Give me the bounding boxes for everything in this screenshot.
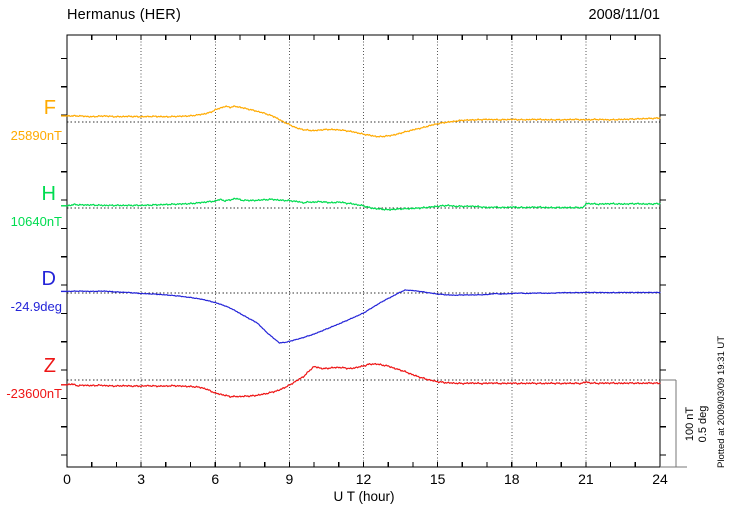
x-tick-label-18: 18 [503, 471, 520, 487]
series-letter-D: D [41, 268, 56, 290]
x-tick-label-15: 15 [429, 471, 446, 487]
x-tick-label-0: 0 [63, 471, 71, 487]
series-reference-Z: -23600nT [6, 386, 62, 401]
series-reference-H: 10640nT [10, 214, 62, 229]
series-line-Z [66, 362, 661, 398]
series-letter-F: F [43, 97, 56, 119]
x-tick-label-3: 3 [137, 471, 146, 487]
series-line-F [66, 105, 661, 138]
series-letter-H: H [41, 183, 56, 205]
x-tick-label-9: 9 [285, 471, 294, 487]
scale-bar-label-deg: 0.5 deg [696, 405, 709, 443]
x-axis-label: U T (hour) [333, 489, 395, 504]
series-letter-Z: Z [43, 355, 56, 377]
series-line-H [66, 197, 661, 211]
gridlines [140, 35, 587, 467]
x-tick-label-24: 24 [652, 471, 668, 487]
x-tick-label-21: 21 [578, 471, 594, 487]
scale-bar [660, 379, 687, 468]
series-line-D [66, 289, 661, 344]
scale-bar-label-nt: 100 nT [684, 406, 696, 442]
plotted-at-note: Plotted at 2009/03/09 19:31 UT [716, 335, 727, 468]
series-reference-D: -24.9deg [10, 299, 62, 314]
hour-ticks [66, 35, 661, 467]
scale-bar-label: 100 nT 0.5 deg [684, 384, 710, 464]
plot-date: 2008/11/01 [588, 7, 661, 23]
amplitude-ticks [61, 57, 666, 456]
station-title: Hermanus (HER) [67, 7, 181, 23]
baselines [67, 121, 660, 381]
series-reference-F: 25890nT [10, 128, 62, 143]
x-tick-label-6: 6 [211, 471, 220, 487]
x-tick-label-12: 12 [355, 471, 372, 487]
